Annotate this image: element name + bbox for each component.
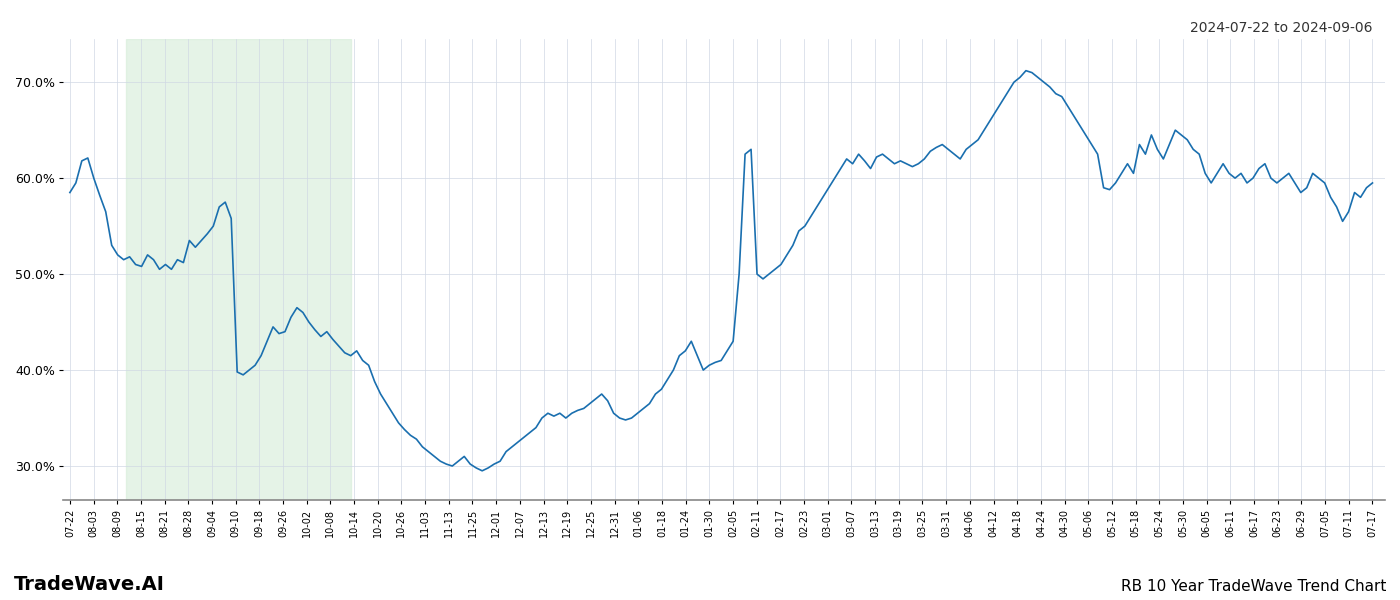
Text: TradeWave.AI: TradeWave.AI xyxy=(14,575,165,594)
Text: RB 10 Year TradeWave Trend Chart: RB 10 Year TradeWave Trend Chart xyxy=(1120,579,1386,594)
Text: 2024-07-22 to 2024-09-06: 2024-07-22 to 2024-09-06 xyxy=(1190,21,1372,35)
Bar xyxy=(126,39,351,500)
